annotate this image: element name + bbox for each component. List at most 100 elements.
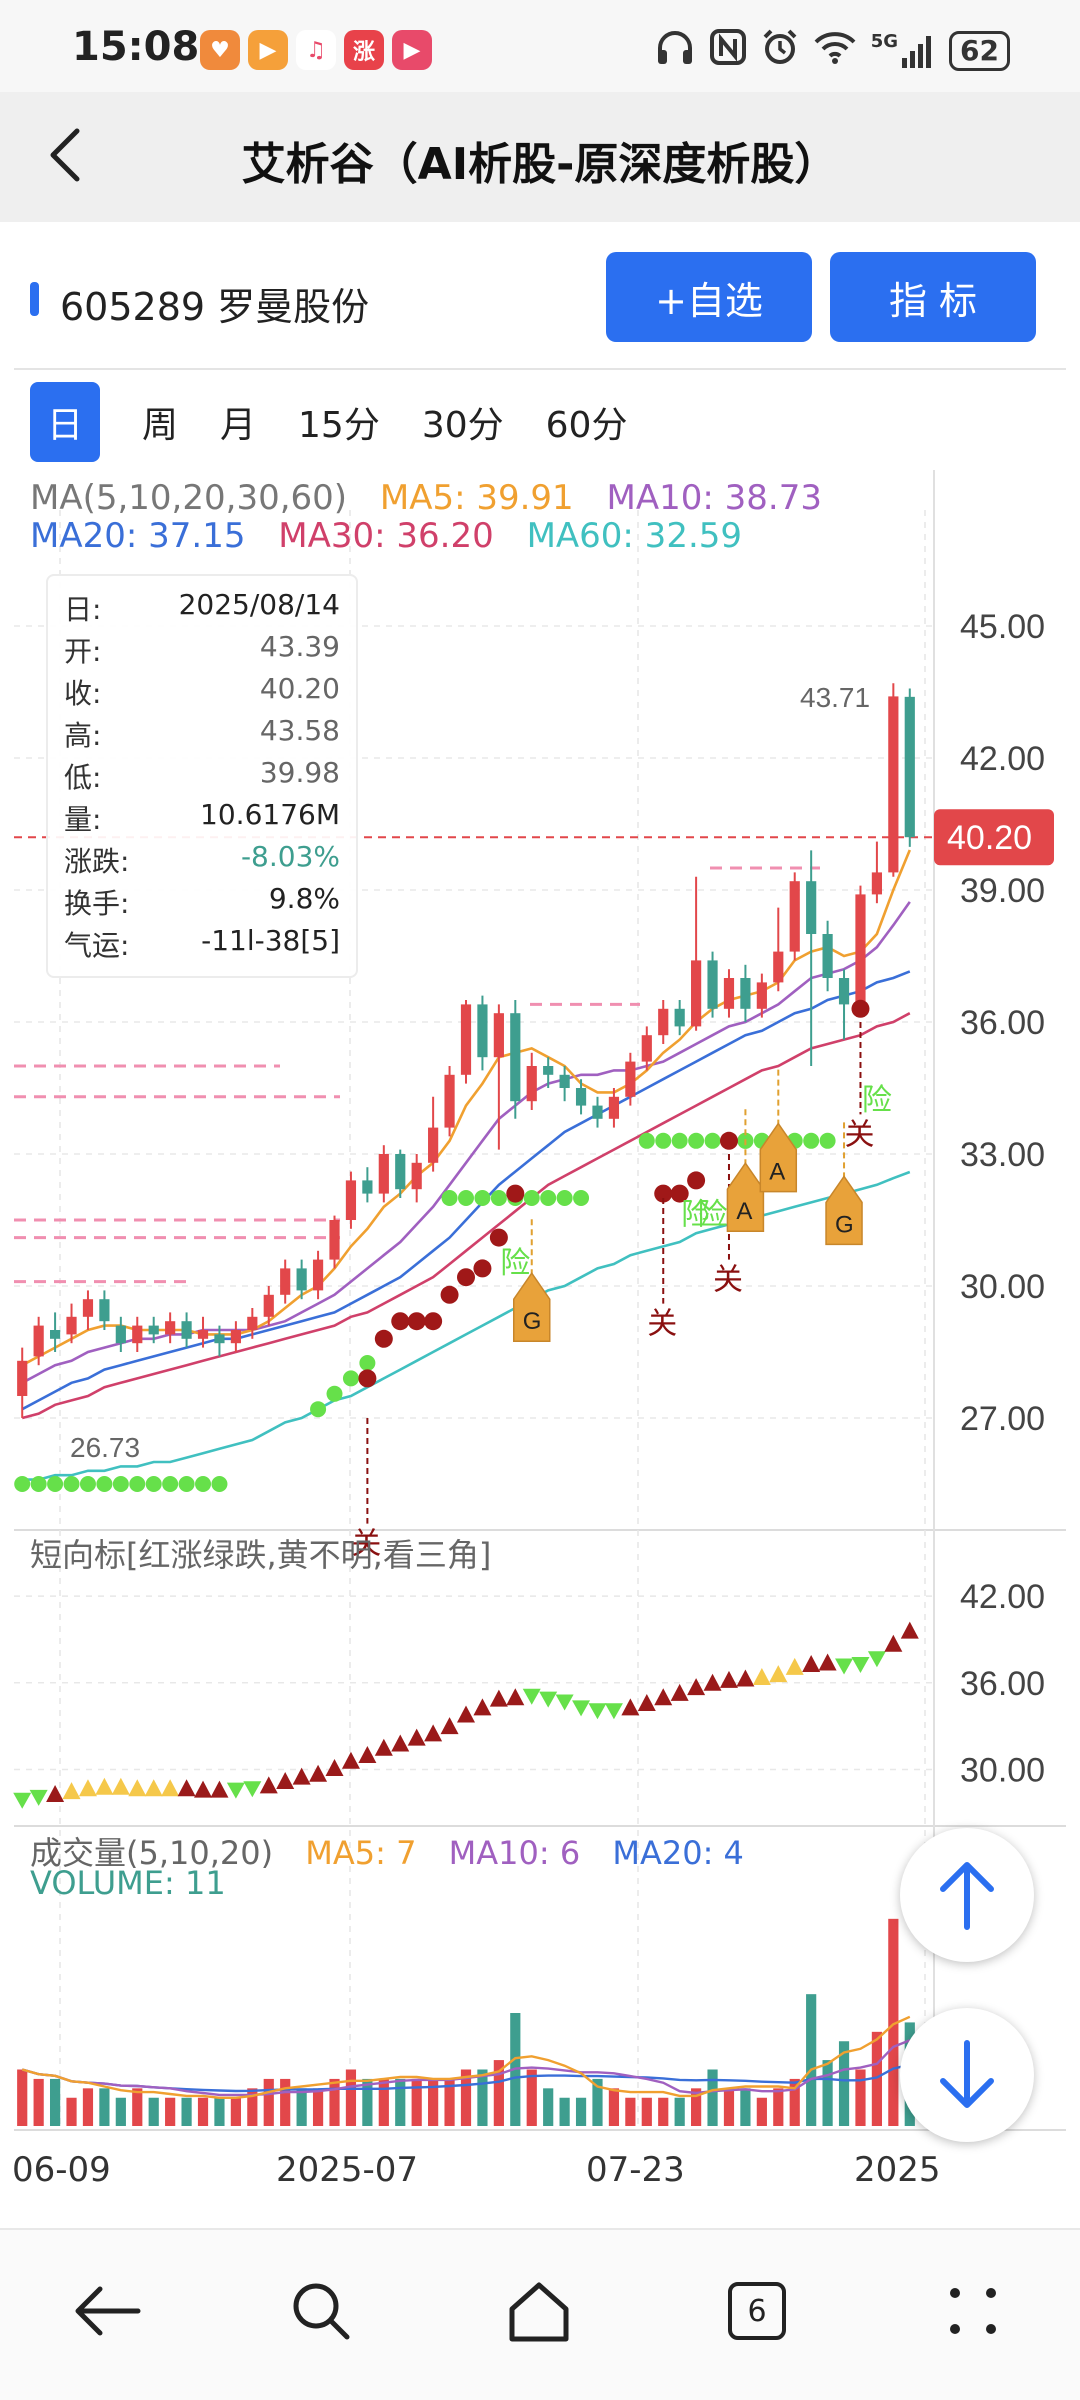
red-signal-dot bbox=[424, 1312, 443, 1331]
red-signal-dot bbox=[670, 1184, 689, 1203]
ma30-legend: MA30: 36.20 bbox=[278, 516, 494, 556]
nav-search-button[interactable] bbox=[276, 2266, 366, 2356]
divider bbox=[14, 368, 1066, 370]
red-signal-dot bbox=[358, 1369, 377, 1388]
short-triangle bbox=[161, 1779, 180, 1797]
back-button[interactable] bbox=[30, 120, 100, 190]
price-tick-label: 27.00 bbox=[960, 1400, 1045, 1438]
candle-body bbox=[49, 1330, 61, 1339]
indicator-button[interactable]: 指 标 bbox=[830, 252, 1036, 342]
candle-body bbox=[822, 934, 833, 978]
volume-bar bbox=[312, 2088, 324, 2126]
guan-label: 关 bbox=[351, 1528, 381, 1561]
app-icon-1: ♥ bbox=[200, 30, 240, 70]
tab-day[interactable]: 日 bbox=[30, 382, 100, 462]
short-triangle bbox=[13, 1792, 32, 1809]
green-signal-dot bbox=[47, 1476, 64, 1492]
a-marker-label: A bbox=[736, 1198, 752, 1225]
volume-bar bbox=[132, 2088, 143, 2126]
volume-bar bbox=[230, 2097, 241, 2126]
short-triangle bbox=[259, 1776, 278, 1794]
candle-body bbox=[871, 872, 883, 895]
short-triangle bbox=[341, 1751, 360, 1769]
a-marker bbox=[759, 1122, 798, 1193]
candle-body bbox=[165, 1321, 176, 1335]
volume-bar bbox=[871, 2031, 883, 2126]
green-signal-dot bbox=[129, 1476, 146, 1492]
short-triangle bbox=[95, 1777, 114, 1795]
x-axis-label-1: 06-09 bbox=[12, 2150, 111, 2190]
green-signal-dot bbox=[195, 1476, 212, 1492]
tab-30min[interactable]: 30分 bbox=[421, 405, 504, 446]
tab-month[interactable]: 月 bbox=[220, 405, 257, 446]
green-signal-dot bbox=[145, 1476, 162, 1492]
green-signal-dot bbox=[162, 1476, 179, 1492]
green-signal-dot bbox=[178, 1476, 195, 1492]
info-row-turnover: 换手: 9.8% bbox=[64, 882, 340, 920]
app-header: 艾析谷（AI析股-原深度析股） bbox=[0, 92, 1080, 222]
volume-bar bbox=[691, 2088, 702, 2126]
volume-bar bbox=[329, 2078, 340, 2126]
volume-bar bbox=[296, 2088, 307, 2126]
info-row-open: 开: 43.39 bbox=[64, 630, 340, 668]
candle-body bbox=[559, 1074, 570, 1088]
volume-bar bbox=[66, 2097, 77, 2126]
short-triangle bbox=[407, 1728, 426, 1746]
volume-bar bbox=[378, 2078, 389, 2126]
nav-home-button[interactable] bbox=[494, 2266, 584, 2356]
ma10-legend: MA10: 38.73 bbox=[606, 478, 822, 518]
ma-legend-row-1: MA(5,10,20,30,60) MA5: 39.91 MA10: 38.73 bbox=[30, 478, 844, 518]
green-signal-dot bbox=[819, 1132, 836, 1149]
green-signal-dot bbox=[342, 1370, 359, 1387]
tab-week[interactable]: 周 bbox=[142, 405, 179, 446]
short-triangle bbox=[637, 1694, 656, 1711]
current-price-label: 40.20 bbox=[947, 819, 1032, 857]
info-row-fortune: 气运: -11l-38[5] bbox=[64, 924, 340, 962]
ma20-line bbox=[21, 970, 911, 1411]
green-signal-dot bbox=[474, 1190, 491, 1206]
scroll-down-button[interactable] bbox=[900, 2008, 1034, 2142]
candle-body bbox=[263, 1294, 274, 1317]
candle-body bbox=[460, 1004, 472, 1075]
add-watchlist-button[interactable]: +自选 bbox=[606, 252, 812, 342]
ma-legend-row-2: MA20: 37.15 MA30: 36.20 MA60: 32.59 bbox=[30, 516, 764, 556]
nav-back-button[interactable] bbox=[62, 2266, 152, 2356]
green-signal-dot bbox=[688, 1132, 705, 1149]
video-icon: ▶ bbox=[392, 30, 432, 70]
ma20-legend: MA20: 37.15 bbox=[30, 516, 246, 556]
short-triangle bbox=[785, 1657, 804, 1675]
short-triangle bbox=[194, 1780, 213, 1798]
volume-bar bbox=[625, 2097, 636, 2126]
signal-icon: 5G bbox=[871, 31, 935, 68]
candle-body bbox=[838, 978, 850, 1005]
tab-15min[interactable]: 15分 bbox=[298, 405, 380, 446]
candle-body bbox=[378, 1154, 389, 1194]
volume-bar bbox=[99, 2088, 110, 2126]
short-triangle bbox=[78, 1779, 97, 1797]
nav-tabs-button[interactable]: 6 bbox=[712, 2266, 802, 2356]
candle-body bbox=[148, 1325, 159, 1335]
volume-bar bbox=[641, 2097, 652, 2126]
volume-bar bbox=[740, 2088, 751, 2126]
volume-bar bbox=[855, 2069, 866, 2126]
candle-body bbox=[82, 1299, 94, 1317]
nav-menu-button[interactable] bbox=[928, 2266, 1018, 2356]
short-triangle bbox=[900, 1621, 919, 1639]
short-indicator-title: 短向标[红涨绿跌,黄不明,看三角] bbox=[30, 1536, 492, 1574]
scroll-up-button[interactable] bbox=[900, 1828, 1034, 1962]
app-icon-2: ▶ bbox=[248, 30, 288, 70]
info-row-change: 涨跌: -8.03% bbox=[64, 840, 340, 878]
tab-60min[interactable]: 60分 bbox=[545, 405, 628, 446]
status-right: 5G 62 bbox=[655, 28, 1010, 74]
volume-value-legend: VOLUME: 11 bbox=[30, 1864, 226, 1902]
vol-ma20-legend: MA20: 4 bbox=[612, 1834, 744, 1872]
short-triangle bbox=[292, 1767, 311, 1785]
price-tick-label: 42.00 bbox=[960, 740, 1045, 778]
green-signal-dot bbox=[638, 1132, 655, 1149]
short-tick-label: 36.00 bbox=[960, 1665, 1045, 1703]
red-signal-dot bbox=[719, 1131, 738, 1150]
g-marker bbox=[825, 1175, 863, 1246]
candle-body bbox=[510, 1013, 521, 1102]
